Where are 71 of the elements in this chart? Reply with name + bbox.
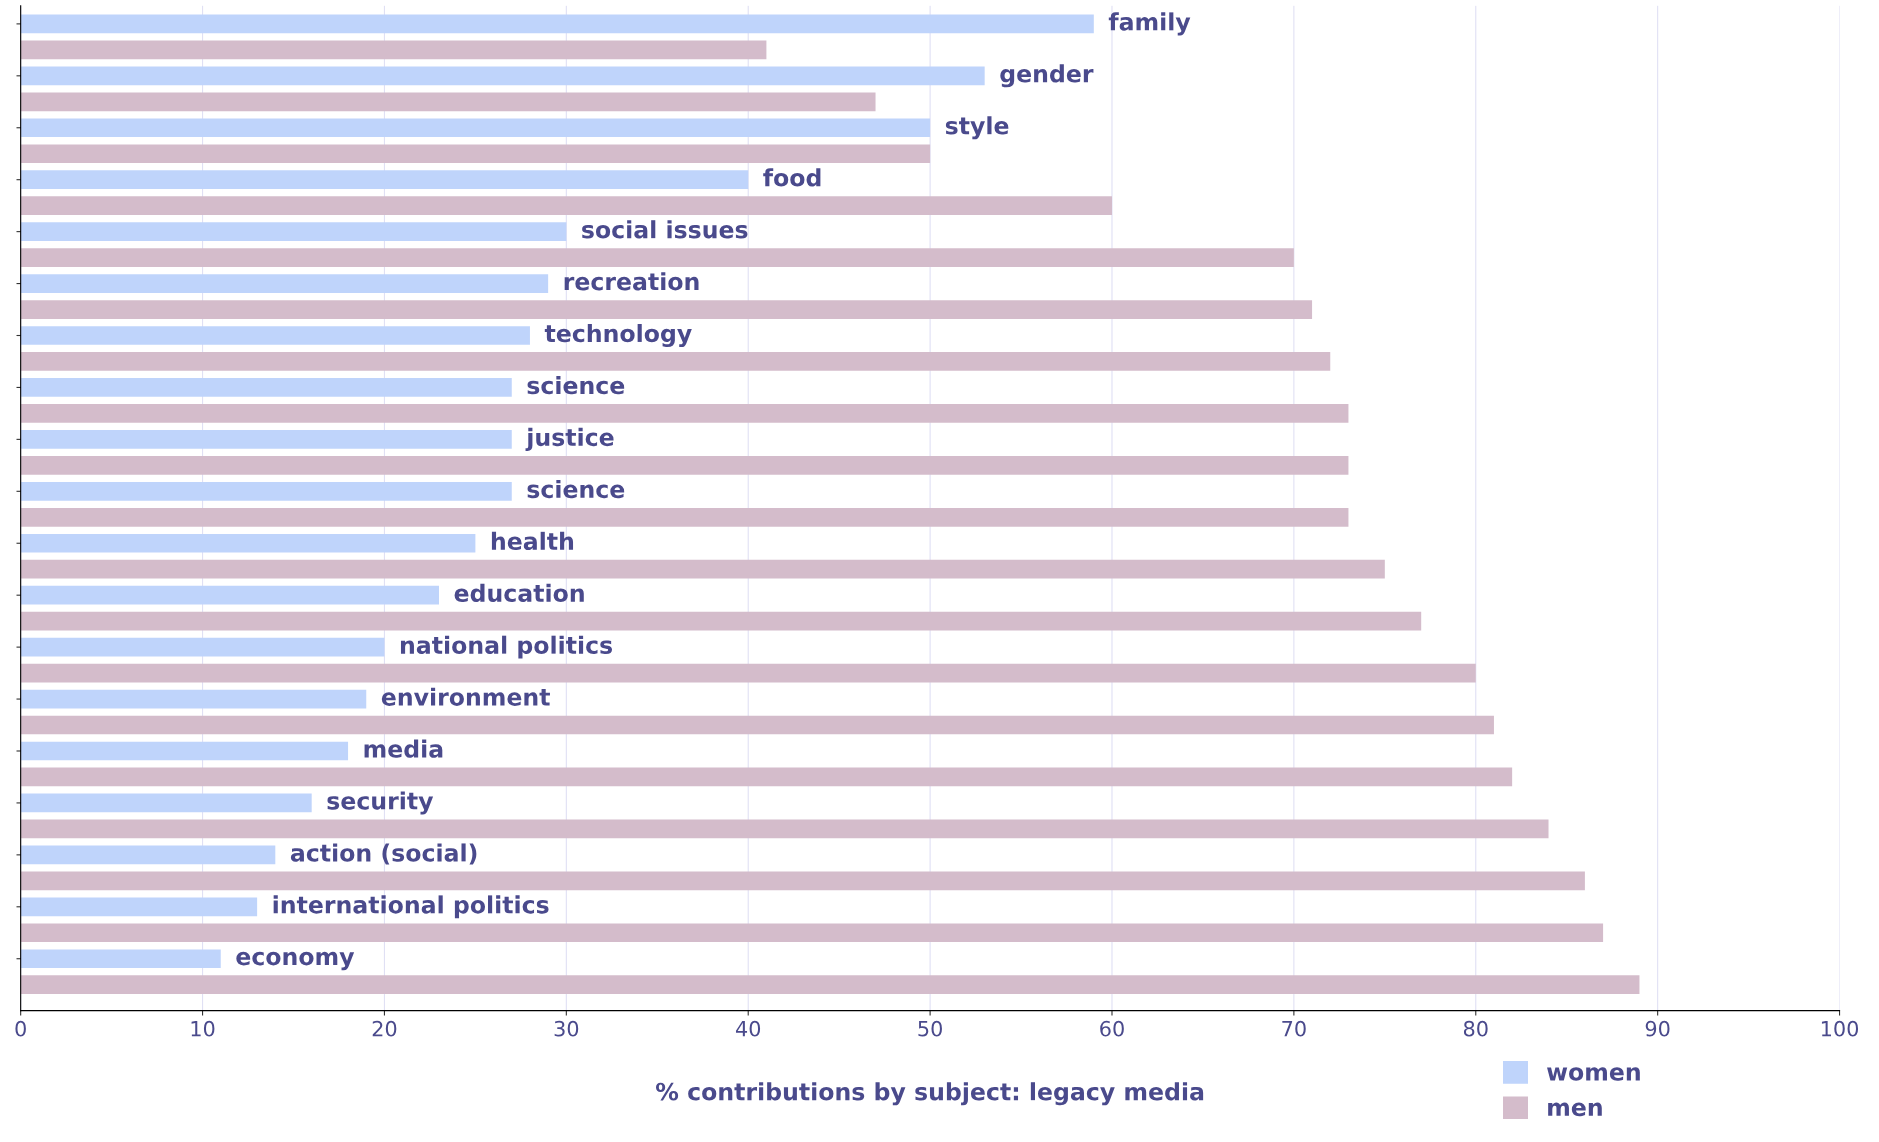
- bar: [20, 118, 931, 138]
- bar: [20, 248, 1294, 267]
- bar: [20, 300, 1313, 319]
- bar: [20, 637, 385, 657]
- y-tick-label: food: [763, 168, 821, 187]
- bar: [20, 923, 1604, 943]
- bar: [20, 689, 367, 709]
- bar: [20, 949, 221, 969]
- bar: [20, 481, 512, 501]
- bar: [20, 66, 985, 86]
- bar: [20, 559, 1385, 579]
- y-tick-label: recreation: [564, 272, 699, 291]
- y-tick-label: health: [491, 531, 574, 551]
- bar: [20, 793, 312, 813]
- y-tick-label: national politics: [400, 635, 613, 659]
- bar: [20, 767, 1513, 787]
- bar: [20, 326, 530, 345]
- bar: [20, 14, 1094, 34]
- y-tick-label: style: [945, 116, 1009, 140]
- x-tick-label: 20: [372, 1020, 397, 1037]
- x-axis-title: % contributions by subject: legacy media: [655, 1082, 1204, 1106]
- y-tick-label: social issues: [582, 220, 748, 239]
- bar: [20, 404, 1349, 423]
- y-tick-label: security: [327, 791, 434, 815]
- y-tick-label: education: [454, 583, 584, 603]
- bar: [20, 715, 1494, 735]
- bar: [20, 585, 440, 605]
- x-tick-label: 10: [191, 1020, 215, 1037]
- bar: [20, 975, 1640, 995]
- x-tick-label: 70: [1282, 1020, 1306, 1037]
- x-tick-label: 30: [554, 1020, 579, 1037]
- x-tick-label: 100: [1821, 1020, 1859, 1037]
- bar: [20, 40, 767, 60]
- y-tick-label: international politics: [273, 895, 549, 919]
- bar: [20, 871, 1585, 891]
- y-tick-label: action (social): [290, 843, 477, 865]
- x-tick-label: 0: [15, 1020, 26, 1037]
- x-tick-label: 60: [1100, 1020, 1124, 1037]
- y-tick-label: environment: [381, 687, 550, 706]
- y-tick-label: science: [527, 479, 625, 499]
- bar: [20, 533, 476, 553]
- bar: [20, 663, 1476, 683]
- y-tick-label: science: [527, 376, 625, 395]
- bar: [20, 222, 567, 241]
- bar: [20, 507, 1349, 527]
- x-tick-label: 40: [735, 1020, 761, 1037]
- bar: [20, 897, 258, 917]
- bar: [20, 170, 749, 190]
- x-tick-label: 80: [1463, 1020, 1488, 1037]
- bar: [20, 611, 1422, 631]
- x-tick-label: 90: [1645, 1020, 1670, 1037]
- bar: [20, 196, 1112, 216]
- bar: [20, 741, 349, 761]
- legend-label: men: [1548, 1102, 1602, 1117]
- bar: [20, 378, 512, 397]
- y-tick-label: technology: [544, 323, 692, 348]
- y-tick-label: family: [1108, 12, 1191, 36]
- bar: [20, 92, 876, 112]
- y-tick-label: media: [364, 739, 443, 758]
- bar: [20, 144, 931, 164]
- y-tick-label: justice: [525, 427, 614, 451]
- x-tick-label: 50: [918, 1020, 942, 1037]
- y-tick-label: gender: [1000, 64, 1094, 88]
- bar: [20, 352, 1331, 371]
- bar: [20, 274, 549, 293]
- bar: [20, 845, 276, 865]
- y-tick-label: economy: [236, 951, 355, 971]
- bar: [20, 819, 1549, 839]
- legend-label: women: [1547, 1067, 1640, 1081]
- bar: [20, 430, 512, 449]
- bar: [20, 455, 1349, 475]
